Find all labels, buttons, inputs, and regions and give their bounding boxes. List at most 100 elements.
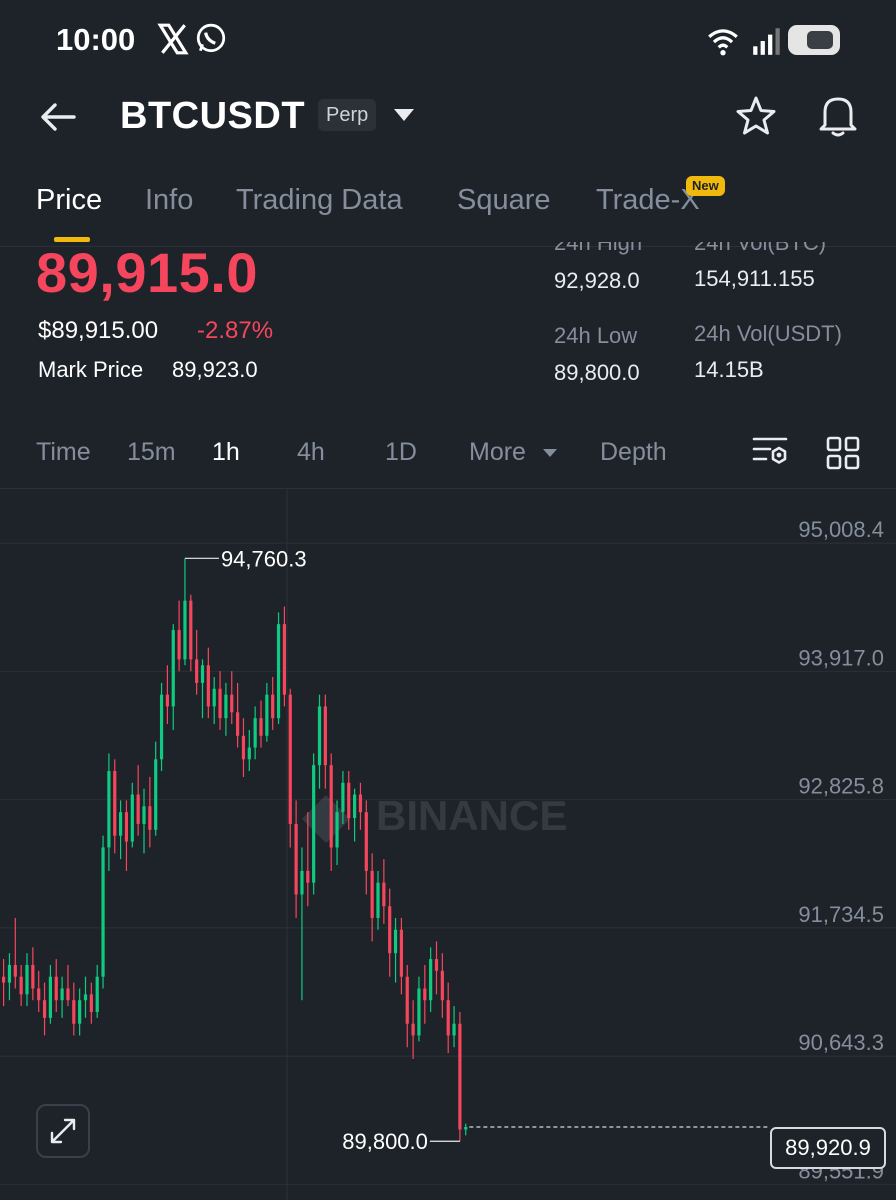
candle: [19, 964, 23, 1007]
candle: [417, 976, 421, 1042]
chart-divider: [0, 488, 896, 489]
candle: [434, 941, 439, 995]
candle: [136, 765, 140, 836]
candle: [119, 800, 123, 860]
interval-1h[interactable]: 1h: [212, 438, 240, 466]
candle: [364, 800, 368, 895]
candle: [370, 853, 374, 942]
back-arrow-icon[interactable]: [38, 97, 78, 137]
candle: [31, 947, 35, 1001]
candle: [341, 771, 345, 824]
candle: [464, 1123, 468, 1136]
symbol-title[interactable]: BTCUSDT: [120, 95, 306, 137]
candle: [236, 682, 240, 748]
stat-24h-high-value: 92,928.0: [554, 268, 640, 293]
candle: [224, 682, 228, 736]
stat-24h-vol-usdt-label: 24h Vol(USDT): [694, 321, 842, 346]
low-annotation-label: 89,800.0: [342, 1129, 428, 1154]
x-icon: [157, 23, 189, 55]
candle: [405, 964, 409, 1048]
contract-type-badge: Perp: [318, 99, 377, 131]
candle: [458, 1011, 462, 1142]
wifi-icon: [708, 29, 738, 56]
fullscreen-button[interactable]: [36, 1104, 90, 1158]
interval-4h[interactable]: 4h: [297, 438, 325, 466]
candle: [195, 630, 199, 695]
y-axis-tick-label: 91,734.5: [798, 902, 884, 927]
tab-trade-x[interactable]: Trade-X: [596, 184, 700, 216]
stat-24h-low-value: 89,800.0: [554, 360, 640, 385]
candle: [335, 800, 339, 866]
candle: [306, 812, 310, 907]
tab-info[interactable]: Info: [145, 184, 194, 216]
bell-icon[interactable]: [816, 92, 860, 138]
interval-1d[interactable]: 1D: [385, 438, 417, 466]
tab-trading-data[interactable]: Trading Data: [236, 184, 403, 216]
candle: [329, 753, 333, 871]
new-badge: New: [686, 176, 725, 196]
chevron-down-icon[interactable]: [392, 106, 416, 124]
tabs-divider: [0, 246, 896, 247]
candle: [288, 688, 292, 848]
interval-more[interactable]: More: [469, 438, 526, 466]
candle: [323, 694, 327, 789]
candle: [230, 671, 234, 725]
candle: [42, 982, 47, 1036]
candle: [165, 665, 169, 725]
candle: [142, 788, 146, 854]
candle: [107, 753, 111, 871]
stat-24h-low-label: 24h Low: [554, 323, 638, 348]
usd-price: $89,915.00: [38, 317, 159, 344]
candle: [271, 677, 275, 730]
candle: [60, 976, 64, 1018]
candle: [429, 947, 433, 1012]
battery-icon: [788, 25, 840, 55]
candle: [353, 788, 357, 842]
candle: [399, 917, 403, 995]
candle: [452, 1006, 456, 1048]
candle: [347, 771, 351, 830]
candle: [259, 700, 263, 748]
candle: [154, 741, 158, 836]
candle: [300, 847, 304, 1001]
candlestick-chart[interactable]: BINANCE 94,760.3 89,800.0 95,008.4 93,917.…: [0, 489, 896, 1200]
header: BTCUSDT Perp: [0, 80, 896, 160]
chart-settings-icon[interactable]: [752, 436, 788, 468]
tab-square[interactable]: Square: [457, 184, 551, 216]
interval-depth[interactable]: Depth: [600, 438, 667, 466]
price-change-percent: -2.87%: [197, 317, 274, 344]
candle: [171, 624, 175, 730]
interval-15m[interactable]: 15m: [127, 438, 176, 466]
interval-time[interactable]: Time: [36, 438, 91, 466]
chart-watermark: BINANCE: [376, 792, 567, 839]
candle: [312, 753, 316, 895]
candle: [183, 558, 187, 666]
candle: [241, 718, 246, 777]
candle: [265, 682, 269, 742]
candle: [382, 859, 386, 924]
candle: [189, 594, 193, 672]
candle: [83, 976, 88, 1018]
current-price-tag: 89,920.9: [770, 1127, 886, 1169]
candle: [177, 600, 181, 672]
tab-price[interactable]: Price: [36, 184, 103, 216]
candle: [2, 959, 6, 1007]
candle: [206, 647, 210, 719]
candle: [212, 677, 216, 725]
status-time: 10:00: [56, 22, 136, 57]
candle: [113, 759, 117, 854]
candle: [200, 659, 205, 719]
stat-24h-vol-btc-label: 24h Vol(BTC): [694, 230, 827, 255]
mark-price-label: Mark Price: [38, 357, 144, 382]
tab-bar: Price Info Trading Data Square Trade-X: [0, 168, 896, 238]
last-price: 89,915.0: [36, 241, 258, 304]
candle: [25, 953, 29, 1007]
layout-grid-icon[interactable]: [826, 436, 860, 470]
candle: [446, 982, 450, 1054]
status-bar: 10:00: [0, 0, 896, 80]
candle: [247, 729, 251, 772]
candle: [282, 606, 286, 707]
candle: [393, 917, 398, 983]
caret-down-icon[interactable]: [542, 448, 558, 458]
star-icon[interactable]: [734, 94, 778, 138]
